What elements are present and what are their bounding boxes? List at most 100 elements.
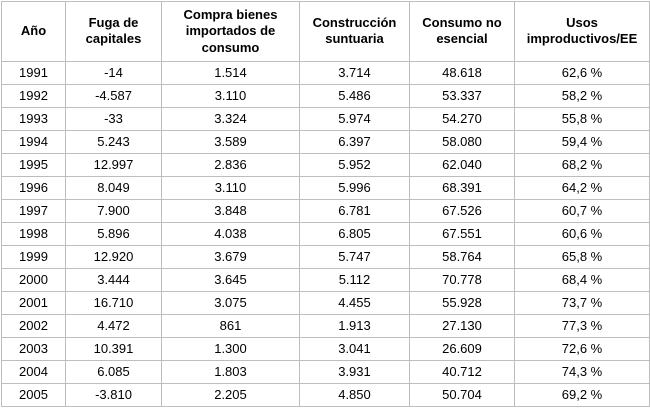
value-cell: 3.645 xyxy=(161,267,300,292)
year-cell: 1998 xyxy=(1,221,66,246)
value-cell: 3.041 xyxy=(299,336,410,361)
value-cell: 5.486 xyxy=(299,83,410,108)
value-cell: 3.848 xyxy=(161,198,300,223)
value-cell: 5.112 xyxy=(299,267,410,292)
table-row: 1999 12.920 3.679 5.747 58.764 65,8 % xyxy=(1,244,650,269)
year-cell: 2004 xyxy=(1,359,66,384)
value-cell: 3.444 xyxy=(65,267,162,292)
value-cell: 3.075 xyxy=(161,290,300,315)
table-row: 1993 -33 3.324 5.974 54.270 55,8 % xyxy=(1,106,650,131)
value-cell: 48.618 xyxy=(409,60,515,85)
year-cell: 2002 xyxy=(1,313,66,338)
value-cell: 6.085 xyxy=(65,359,162,384)
value-cell: 4.472 xyxy=(65,313,162,338)
value-cell: 60,7 % xyxy=(514,198,650,223)
table-row: 2004 6.085 1.803 3.931 40.712 74,3 % xyxy=(1,359,650,384)
value-cell: 5.952 xyxy=(299,152,410,177)
value-cell: 68,2 % xyxy=(514,152,650,177)
table-header: Año Fuga de capitales Compra bienes import… xyxy=(1,1,650,62)
value-cell: 1.300 xyxy=(161,336,300,361)
value-cell: 64,2 % xyxy=(514,175,650,200)
year-cell: 1995 xyxy=(1,152,66,177)
value-cell: 3.110 xyxy=(161,175,300,200)
value-cell: 74,3 % xyxy=(514,359,650,384)
year-cell: 1992 xyxy=(1,83,66,108)
table-row: 2001 16.710 3.075 4.455 55.928 73,7 % xyxy=(1,290,650,315)
year-cell: 1993 xyxy=(1,106,66,131)
table-row: 1998 5.896 4.038 6.805 67.551 60,6 % xyxy=(1,221,650,246)
table-row: 1991 -14 1.514 3.714 48.618 62,6 % xyxy=(1,60,650,85)
value-cell: 70.778 xyxy=(409,267,515,292)
table-row: 2003 10.391 1.300 3.041 26.609 72,6 % xyxy=(1,336,650,361)
value-cell: 10.391 xyxy=(65,336,162,361)
value-cell: 55.928 xyxy=(409,290,515,315)
value-cell: 6.397 xyxy=(299,129,410,154)
value-cell: 3.110 xyxy=(161,83,300,108)
value-cell: 2.205 xyxy=(161,382,300,407)
column-header: Fuga de capitales xyxy=(65,1,162,62)
year-cell: 1999 xyxy=(1,244,66,269)
value-cell: 1.514 xyxy=(161,60,300,85)
value-cell: 4.850 xyxy=(299,382,410,407)
value-cell: 69,2 % xyxy=(514,382,650,407)
value-cell: 12.997 xyxy=(65,152,162,177)
value-cell: -33 xyxy=(65,106,162,131)
value-cell: 4.455 xyxy=(299,290,410,315)
value-cell: 4.038 xyxy=(161,221,300,246)
value-cell: 7.900 xyxy=(65,198,162,223)
value-cell: -14 xyxy=(65,60,162,85)
year-cell: 2005 xyxy=(1,382,66,407)
column-header: Compra bienes importados de consumo xyxy=(161,1,300,62)
year-cell: 1994 xyxy=(1,129,66,154)
value-cell: 67.551 xyxy=(409,221,515,246)
value-cell: 1.913 xyxy=(299,313,410,338)
value-cell: 73,7 % xyxy=(514,290,650,315)
value-cell: 3.679 xyxy=(161,244,300,269)
value-cell: 27.130 xyxy=(409,313,515,338)
value-cell: 50.704 xyxy=(409,382,515,407)
value-cell: -4.587 xyxy=(65,83,162,108)
table-row: 1996 8.049 3.110 5.996 68.391 64,2 % xyxy=(1,175,650,200)
value-cell: 861 xyxy=(161,313,300,338)
value-cell: 5.747 xyxy=(299,244,410,269)
value-cell: 3.324 xyxy=(161,106,300,131)
value-cell: 67.526 xyxy=(409,198,515,223)
value-cell: 2.836 xyxy=(161,152,300,177)
value-cell: 58.080 xyxy=(409,129,515,154)
year-cell: 1991 xyxy=(1,60,66,85)
value-cell: 3.589 xyxy=(161,129,300,154)
value-cell: 62,6 % xyxy=(514,60,650,85)
table-row: 2005 -3.810 2.205 4.850 50.704 69,2 % xyxy=(1,382,650,407)
value-cell: 65,8 % xyxy=(514,244,650,269)
value-cell: 62.040 xyxy=(409,152,515,177)
year-cell: 1997 xyxy=(1,198,66,223)
column-header: Consumo no esencial xyxy=(409,1,515,62)
value-cell: 68,4 % xyxy=(514,267,650,292)
table-row: 1997 7.900 3.848 6.781 67.526 60,7 % xyxy=(1,198,650,223)
value-cell: 12.920 xyxy=(65,244,162,269)
data-table: Año Fuga de capitales Compra bienes import… xyxy=(1,1,650,407)
table-body: 1991 -14 1.514 3.714 48.618 62,6 % 1992 -4.587 3… xyxy=(1,60,650,407)
value-cell: 5.896 xyxy=(65,221,162,246)
year-cell: 1996 xyxy=(1,175,66,200)
value-cell: 40.712 xyxy=(409,359,515,384)
value-cell: -3.810 xyxy=(65,382,162,407)
value-cell: 1.803 xyxy=(161,359,300,384)
value-cell: 72,6 % xyxy=(514,336,650,361)
value-cell: 26.609 xyxy=(409,336,515,361)
value-cell: 3.714 xyxy=(299,60,410,85)
header-row: Año Fuga de capitales Compra bienes import… xyxy=(1,1,650,62)
value-cell: 8.049 xyxy=(65,175,162,200)
value-cell: 77,3 % xyxy=(514,313,650,338)
column-header: Usos improductivos/EE xyxy=(514,1,650,62)
value-cell: 5.974 xyxy=(299,106,410,131)
table-row: 1994 5.243 3.589 6.397 58.080 59,4 % xyxy=(1,129,650,154)
year-cell: 2001 xyxy=(1,290,66,315)
value-cell: 68.391 xyxy=(409,175,515,200)
value-cell: 5.243 xyxy=(65,129,162,154)
value-cell: 16.710 xyxy=(65,290,162,315)
table-row: 2002 4.472 861 1.913 27.130 77,3 % xyxy=(1,313,650,338)
value-cell: 59,4 % xyxy=(514,129,650,154)
value-cell: 6.781 xyxy=(299,198,410,223)
